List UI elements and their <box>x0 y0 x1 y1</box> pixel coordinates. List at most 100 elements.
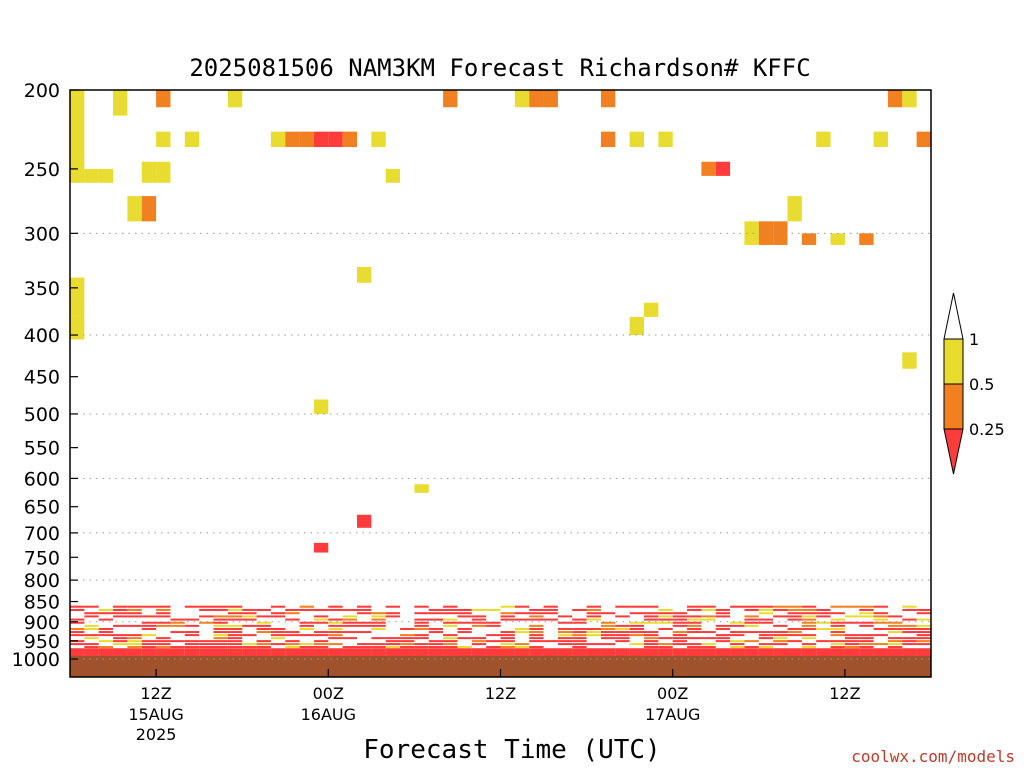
y-tick-label: 200 <box>24 80 60 102</box>
ri-cell <box>443 608 458 611</box>
ri-cell <box>586 648 601 659</box>
ri-cell <box>615 605 630 608</box>
ri-cell <box>715 627 731 630</box>
ri-cell <box>471 624 487 627</box>
y-tick-label: 600 <box>24 468 60 490</box>
ri-cell <box>830 624 845 627</box>
ri-cell <box>529 624 544 627</box>
ri-cell <box>916 624 931 627</box>
ri-cell <box>227 640 243 643</box>
ri-cell <box>371 637 386 640</box>
ri-cell <box>557 631 573 634</box>
ri-cell <box>98 640 114 643</box>
ri-cell <box>773 605 788 608</box>
ri-cell <box>428 640 444 643</box>
ri-cell <box>514 612 530 615</box>
ri-cell <box>701 631 716 634</box>
ri-cell <box>500 640 515 643</box>
ri-cell <box>600 131 616 148</box>
ri-cell <box>830 643 845 646</box>
legend-level-label: 0.25 <box>969 420 1005 439</box>
y-tick-label: 300 <box>24 223 60 245</box>
ri-cell <box>242 618 257 621</box>
ri-cell <box>644 631 659 634</box>
ri-cell <box>801 612 817 615</box>
ri-cell <box>313 618 329 621</box>
ri-cell <box>658 648 673 659</box>
ri-cell <box>285 608 300 611</box>
ri-cell <box>916 618 931 621</box>
ri-cell <box>213 634 228 637</box>
ri-cell <box>801 627 817 630</box>
ri-cell <box>773 631 788 634</box>
ri-cell <box>658 615 673 618</box>
ri-cell <box>830 648 845 659</box>
ri-cell <box>70 648 85 659</box>
ri-cell <box>701 643 716 646</box>
ri-cell <box>184 646 200 649</box>
ri-cell <box>84 627 99 630</box>
ri-cell <box>787 615 802 618</box>
ri-cell <box>127 640 142 643</box>
ri-cell <box>773 648 788 659</box>
ri-cell <box>873 627 888 630</box>
ri-cell <box>873 618 888 621</box>
ri-cell <box>414 646 429 649</box>
ri-cell <box>773 634 788 637</box>
ri-cell <box>916 131 931 148</box>
ri-cell <box>371 624 386 627</box>
ri-cell <box>414 627 429 630</box>
ri-cell <box>744 640 759 643</box>
ri-cell <box>873 131 888 148</box>
ri-cell <box>572 648 587 659</box>
ri-cell <box>586 634 601 637</box>
ri-cell <box>500 637 515 640</box>
ri-cell <box>844 646 860 649</box>
ri-cell <box>199 643 214 646</box>
x-axis-title: Forecast Time (UTC) <box>363 735 660 765</box>
ri-cell <box>357 648 372 659</box>
ri-cell <box>543 612 558 615</box>
ri-cell <box>859 646 874 649</box>
ri-cell <box>457 646 472 649</box>
ri-cell <box>672 621 688 624</box>
ri-cell <box>572 634 587 637</box>
ri-cell <box>385 612 401 615</box>
ri-cell <box>672 631 688 634</box>
ri-cell <box>127 196 142 222</box>
ri-cell <box>672 618 688 621</box>
ri-cell <box>715 612 731 615</box>
ri-cell <box>830 621 845 624</box>
ri-cell <box>371 646 386 649</box>
ri-cell <box>313 615 329 618</box>
ri-cell <box>687 646 702 649</box>
ri-cell <box>213 648 228 659</box>
ri-cell <box>902 605 917 608</box>
ri-cell <box>70 316 85 340</box>
ri-cell <box>787 605 802 608</box>
ri-cell <box>644 612 659 615</box>
ri-cell <box>687 637 702 640</box>
ri-cell <box>773 221 788 245</box>
ri-cell <box>529 618 544 621</box>
x-tick-label: 00Z <box>657 684 688 703</box>
ri-cell <box>84 646 99 649</box>
ri-cell <box>84 634 99 637</box>
ri-cell <box>113 608 128 611</box>
ri-cell <box>500 615 515 618</box>
ri-cell <box>586 627 601 630</box>
ri-cell <box>299 605 314 608</box>
ri-cell <box>887 615 903 618</box>
ri-cell <box>84 648 99 659</box>
ri-cell <box>672 634 688 637</box>
ri-cell <box>70 643 85 646</box>
ri-cell <box>141 643 157 646</box>
ri-cell <box>486 608 501 611</box>
ri-cell <box>184 618 200 621</box>
ri-cell <box>629 316 644 336</box>
ri-cell <box>285 640 300 643</box>
ri-cell <box>313 131 329 148</box>
ri-cell <box>256 631 271 634</box>
ri-cell <box>98 634 114 637</box>
ri-cell <box>70 634 85 637</box>
